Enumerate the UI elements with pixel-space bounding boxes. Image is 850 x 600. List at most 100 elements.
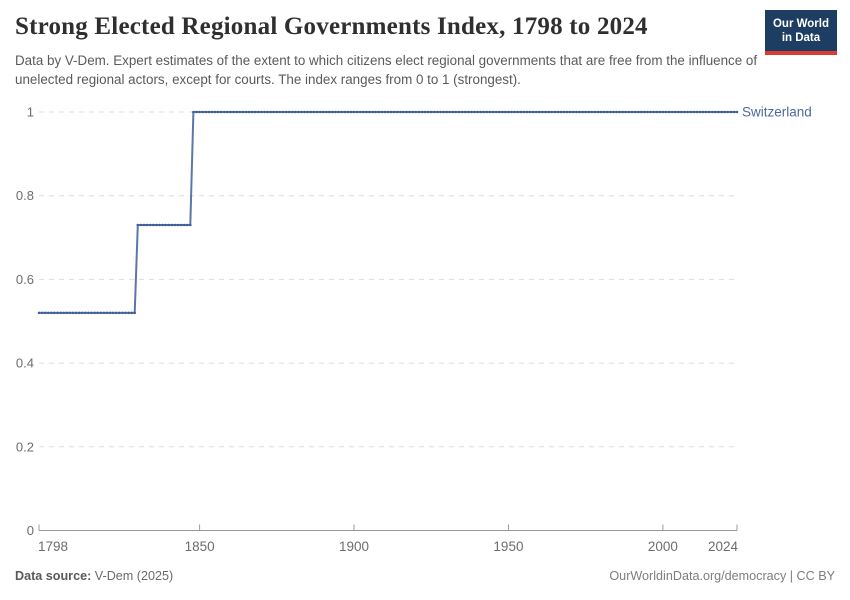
- data-point-marker: [284, 110, 288, 114]
- data-point-marker: [241, 110, 245, 114]
- data-point-marker: [247, 110, 251, 114]
- data-point-marker: [278, 110, 282, 114]
- data-point-marker: [303, 110, 306, 114]
- data-point-marker: [581, 110, 584, 114]
- chart-subtitle: Data by V-Dem. Expert estimates of the e…: [15, 53, 758, 88]
- data-source-label: Data source:: [15, 569, 92, 583]
- data-point-marker: [148, 223, 152, 227]
- data-point-marker: [238, 110, 242, 114]
- data-point-marker: [226, 110, 229, 114]
- data-point-marker: [145, 223, 149, 227]
- x-axis-tick-label: 1900: [339, 539, 369, 554]
- data-point-marker: [457, 110, 461, 114]
- data-point-marker: [695, 110, 699, 114]
- data-point-marker: [368, 110, 371, 114]
- data-point-marker: [192, 110, 195, 114]
- data-point-marker: [90, 311, 93, 315]
- data-point-marker: [643, 110, 646, 114]
- data-point-marker: [612, 110, 615, 114]
- y-axis-tick-label: 0.2: [16, 439, 34, 454]
- data-point-marker: [121, 311, 124, 315]
- data-point-marker: [176, 223, 180, 227]
- attribution-link[interactable]: OurWorldinData.org/democracy | CC BY: [609, 569, 835, 583]
- data-point-marker: [352, 110, 356, 114]
- data-point-marker: [80, 311, 84, 315]
- data-point-marker: [556, 110, 560, 114]
- data-point-marker: [93, 311, 96, 315]
- data-point-marker: [683, 110, 686, 114]
- data-point-marker: [402, 110, 405, 114]
- data-point-marker: [609, 110, 612, 114]
- data-point-marker: [386, 110, 390, 114]
- data-point-marker: [516, 110, 519, 114]
- data-point-marker: [77, 311, 81, 315]
- x-axis-tick-label: 2000: [648, 539, 678, 554]
- data-point-marker: [596, 110, 600, 114]
- data-point-marker: [732, 110, 736, 114]
- data-point-marker: [306, 110, 309, 114]
- data-point-marker: [538, 110, 541, 114]
- data-point-marker: [111, 311, 115, 315]
- data-point-marker: [235, 110, 238, 114]
- data-point-marker: [525, 110, 529, 114]
- data-point-marker: [96, 311, 99, 315]
- data-point-marker: [260, 110, 263, 114]
- data-point-marker: [673, 110, 677, 114]
- data-point-marker: [423, 110, 427, 114]
- data-point-marker: [436, 110, 439, 114]
- owid-logo[interactable]: Our World in Data: [764, 10, 837, 55]
- data-point-marker: [130, 311, 133, 315]
- data-point-marker: [720, 110, 723, 114]
- data-point-marker: [47, 311, 50, 315]
- data-point-marker: [377, 110, 380, 114]
- owid-logo-line1: Our World: [772, 18, 829, 30]
- data-point-marker: [429, 110, 433, 114]
- data-point-marker: [689, 110, 692, 114]
- data-point-marker: [71, 311, 75, 315]
- data-point-marker: [451, 110, 455, 114]
- data-point-marker: [232, 110, 235, 114]
- data-point-marker: [253, 110, 257, 114]
- data-point-marker: [108, 311, 112, 315]
- data-point-marker: [74, 311, 78, 315]
- data-point-marker: [189, 223, 192, 227]
- data-point-marker: [701, 110, 705, 114]
- data-point-marker: [102, 311, 106, 315]
- data-point-marker: [343, 110, 347, 114]
- data-point-marker: [717, 110, 720, 114]
- data-point-marker: [513, 110, 516, 114]
- data-point-marker: [661, 110, 665, 114]
- data-point-marker: [726, 110, 729, 114]
- data-point-marker: [392, 110, 396, 114]
- data-point-marker: [201, 110, 204, 114]
- data-point-marker: [547, 110, 550, 114]
- data-point-marker: [473, 110, 476, 114]
- data-point-marker: [698, 110, 702, 114]
- data-point-marker: [491, 110, 495, 114]
- data-source: Data source: V-Dem (2025): [15, 569, 173, 583]
- data-point-marker: [723, 110, 726, 114]
- data-point-marker: [593, 110, 597, 114]
- data-point-marker: [269, 110, 272, 114]
- series-label-switzerland[interactable]: Switzerland: [742, 105, 812, 120]
- data-point-marker: [562, 110, 566, 114]
- data-point-marker: [340, 110, 343, 114]
- data-point-marker: [244, 110, 248, 114]
- data-point-marker: [362, 110, 365, 114]
- data-point-marker: [195, 110, 198, 114]
- data-point-marker: [133, 311, 136, 315]
- data-point-marker: [275, 110, 279, 114]
- data-point-marker: [152, 223, 155, 227]
- data-point-marker: [216, 110, 220, 114]
- data-point-marker: [380, 110, 384, 114]
- data-point-marker: [729, 110, 733, 114]
- x-axis-tick-label: 1950: [493, 539, 523, 554]
- data-point-marker: [155, 223, 158, 227]
- data-point-marker: [358, 110, 362, 114]
- data-point-marker: [312, 110, 316, 114]
- data-point-marker: [615, 110, 618, 114]
- data-point-marker: [142, 223, 146, 227]
- data-point-marker: [321, 110, 325, 114]
- data-point-marker: [420, 110, 424, 114]
